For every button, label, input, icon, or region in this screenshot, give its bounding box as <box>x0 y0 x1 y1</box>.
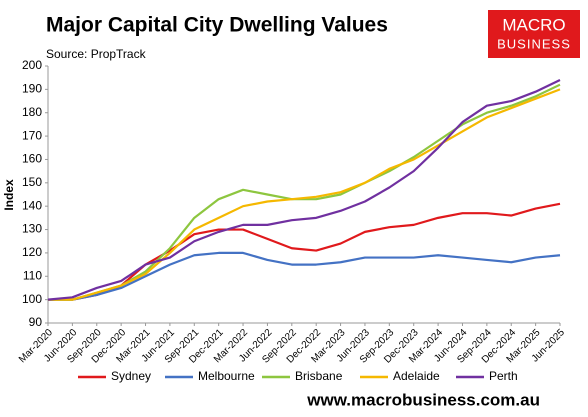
y-tick-label: 140 <box>22 198 42 212</box>
legend-label: Adelaide <box>393 369 440 383</box>
series-line <box>48 88 561 301</box>
y-tick-label: 100 <box>22 292 42 306</box>
chart-subtitle: Source: PropTrack <box>46 47 147 61</box>
y-tick-label: 180 <box>22 105 42 119</box>
footer: www.macrobusiness.com.au <box>306 390 540 409</box>
y-tick-label: 90 <box>29 315 43 329</box>
y-tick-label: 120 <box>22 245 42 259</box>
legend-label: Perth <box>489 369 518 383</box>
legend-label: Melbourne <box>198 369 255 383</box>
y-tick-label: 170 <box>22 128 42 142</box>
y-tick-label: 110 <box>23 268 42 282</box>
y-tick-label: 130 <box>22 222 42 236</box>
logo-text: BUSINESS <box>497 36 571 51</box>
logo-text: MACRO <box>502 15 565 34</box>
series-line <box>47 79 561 301</box>
chart-title: Major Capital City Dwelling Values <box>46 14 388 37</box>
legend-label: Sydney <box>111 369 151 383</box>
y-tick-label: 160 <box>22 152 42 166</box>
logo-box <box>488 10 580 58</box>
legend-label: Brisbane <box>295 369 343 383</box>
series-line <box>48 83 561 301</box>
series-line <box>48 202 561 301</box>
y-tick-label: 200 <box>22 58 42 72</box>
y-axis-title: Index <box>2 179 16 211</box>
y-tick-label: 150 <box>22 175 42 189</box>
y-tick-label: 190 <box>22 82 42 96</box>
series-line <box>48 251 561 301</box>
